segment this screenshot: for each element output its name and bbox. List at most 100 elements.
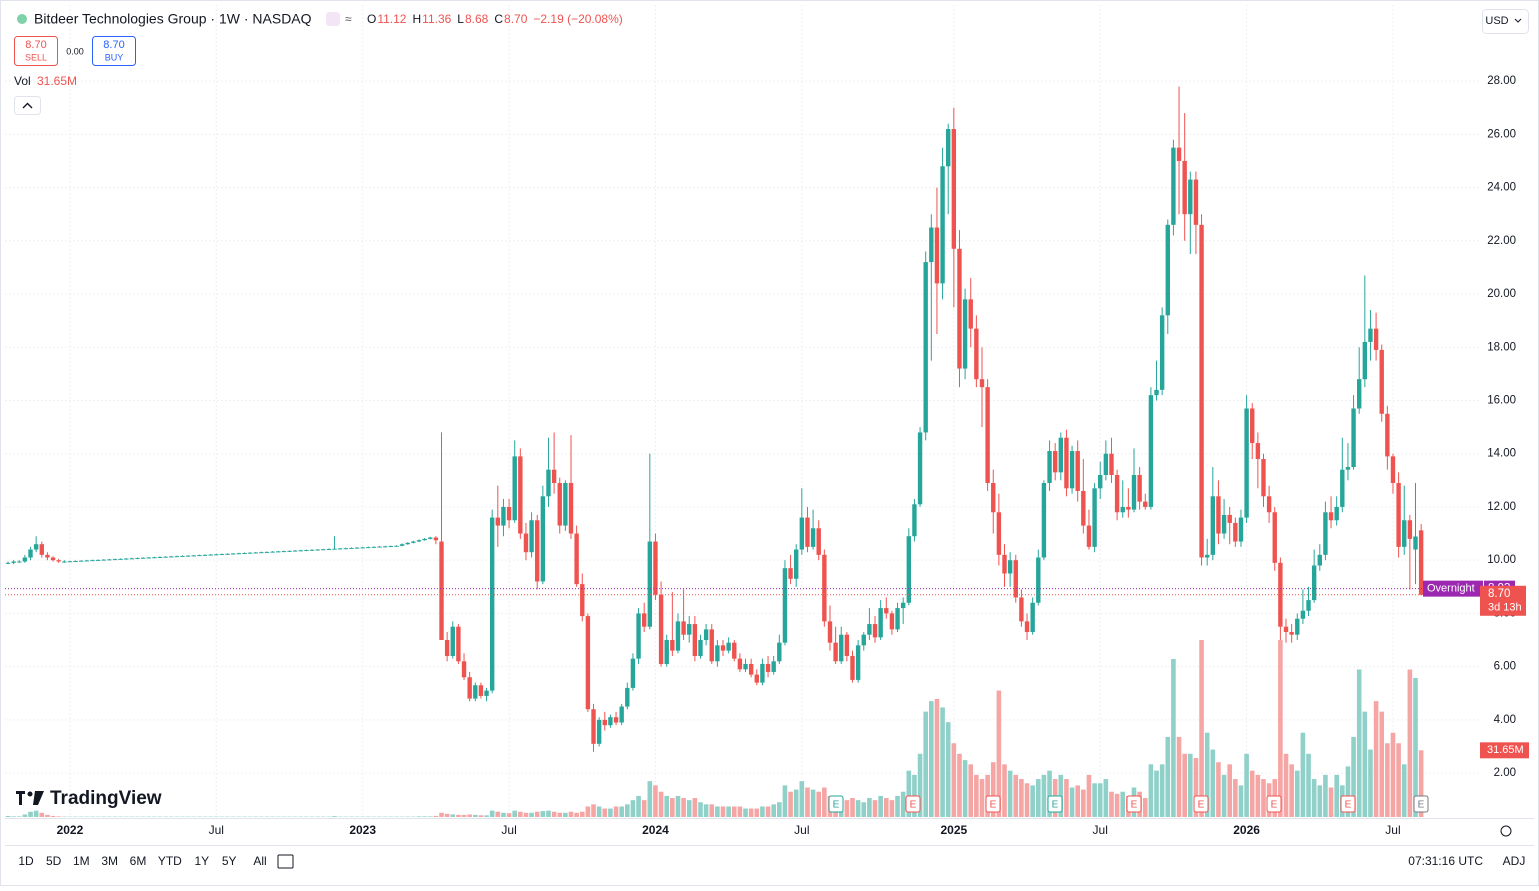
period-button[interactable]: 6M xyxy=(130,854,147,868)
candle-body xyxy=(1312,565,1316,600)
sell-label[interactable]: SELL xyxy=(25,52,47,62)
candle-body xyxy=(73,561,77,562)
volume-bar xyxy=(676,796,681,817)
volume-bar xyxy=(1182,754,1187,817)
period-button[interactable]: 5D xyxy=(46,854,62,868)
volume-bar xyxy=(1256,775,1261,817)
ohlc-key: L xyxy=(457,12,464,26)
session-icon xyxy=(326,12,340,26)
candle-body xyxy=(158,557,162,558)
earnings-badge-label[interactable]: E xyxy=(833,800,840,811)
volume-bar xyxy=(1109,792,1114,817)
candle-body xyxy=(186,556,190,557)
volume-bar xyxy=(428,816,433,817)
volume-bar xyxy=(1329,788,1334,818)
candle-body xyxy=(777,643,781,662)
volume-bar xyxy=(501,813,506,817)
candle-body xyxy=(1137,475,1141,502)
volume-bar xyxy=(1284,754,1289,817)
volume-bar xyxy=(1081,790,1086,817)
currency[interactable]: USD xyxy=(1485,15,1508,27)
volume-bar xyxy=(51,816,56,817)
collapse-button[interactable] xyxy=(15,97,41,115)
period-button[interactable]: 5Y xyxy=(222,854,237,868)
candle-body xyxy=(501,507,505,526)
candle-body xyxy=(214,554,218,555)
volume-bar xyxy=(456,815,461,817)
adj-toggle[interactable]: ADJ xyxy=(1503,854,1526,868)
bottom-toolbar: 1D 5D 1M 3M 6M YTD 1Y 5Y All xyxy=(18,854,266,868)
earnings-badge-label[interactable]: E xyxy=(1198,800,1205,811)
earnings-badge-label[interactable]: E xyxy=(990,800,997,811)
candle-body xyxy=(377,547,381,548)
candle-body xyxy=(1396,483,1400,547)
volume-bar xyxy=(496,812,501,817)
earnings-badge-label[interactable]: E xyxy=(1131,800,1138,811)
period-button[interactable]: All xyxy=(253,854,266,868)
volume-bar xyxy=(783,785,788,817)
volume-bar xyxy=(940,707,945,817)
volume-bar xyxy=(490,811,495,817)
volume-bar xyxy=(822,788,827,818)
volume-bar xyxy=(980,779,985,817)
volume-bar xyxy=(1036,779,1041,817)
candle-body xyxy=(839,635,843,662)
candle-body xyxy=(349,548,353,549)
earnings-badge-label[interactable]: E xyxy=(1271,800,1278,811)
candle-body xyxy=(360,547,364,548)
volume-bar xyxy=(512,811,517,817)
earnings-badge-label[interactable]: E xyxy=(1345,800,1352,811)
earnings-badge-label[interactable]: E xyxy=(1418,800,1425,811)
candle-body xyxy=(991,483,995,512)
candle-body xyxy=(366,547,370,548)
candle-body xyxy=(484,691,488,696)
period-button[interactable]: YTD xyxy=(158,854,182,868)
candle-body xyxy=(828,621,832,642)
volume-bar xyxy=(614,806,619,817)
candle-body xyxy=(1284,627,1288,632)
last-price-tag: 8.70 xyxy=(1488,588,1510,600)
candle-body xyxy=(1042,483,1046,558)
volume-bar xyxy=(1120,792,1125,817)
candle-body xyxy=(422,539,426,540)
candle-body xyxy=(287,551,291,552)
volume-bar xyxy=(681,798,686,817)
volume-bar xyxy=(845,800,850,817)
period-button[interactable]: 1D xyxy=(18,854,34,868)
candle-body xyxy=(755,675,759,683)
candle-body xyxy=(969,299,973,328)
candle-body xyxy=(1391,456,1395,483)
candle-body xyxy=(344,548,348,549)
buy-price[interactable]: 8.70 xyxy=(103,39,124,51)
sell-price[interactable]: 8.70 xyxy=(25,39,46,51)
candle-body xyxy=(175,556,179,557)
volume-bar xyxy=(901,792,906,817)
volume-bar xyxy=(895,796,900,817)
x-tick-label: Jul xyxy=(501,823,516,837)
candle-body xyxy=(642,613,646,626)
candle-body xyxy=(102,560,106,561)
candle-body xyxy=(1126,507,1130,510)
volume-bar xyxy=(39,813,44,817)
candle-body xyxy=(805,518,809,547)
earnings-badge-label[interactable]: E xyxy=(1052,800,1059,811)
candle-body xyxy=(462,661,466,677)
candle-body xyxy=(1030,603,1034,632)
volume-bar xyxy=(1143,798,1148,817)
volume-bar xyxy=(467,814,472,817)
candle-body xyxy=(321,549,325,550)
earnings-badge-label[interactable]: E xyxy=(910,800,917,811)
period-button[interactable]: 3M xyxy=(101,854,118,868)
spread: 0.00 xyxy=(66,46,84,56)
logo-mark xyxy=(19,791,22,805)
buy-label[interactable]: BUY xyxy=(105,52,124,62)
volume-bar xyxy=(952,743,957,817)
period-button[interactable]: 1Y xyxy=(195,854,210,868)
candle-body xyxy=(1363,342,1367,379)
volume-bar xyxy=(535,812,540,817)
candle-body xyxy=(513,456,517,520)
candle-body xyxy=(118,559,122,560)
period-button[interactable]: 1M xyxy=(73,854,90,868)
candle-body xyxy=(1340,470,1344,507)
